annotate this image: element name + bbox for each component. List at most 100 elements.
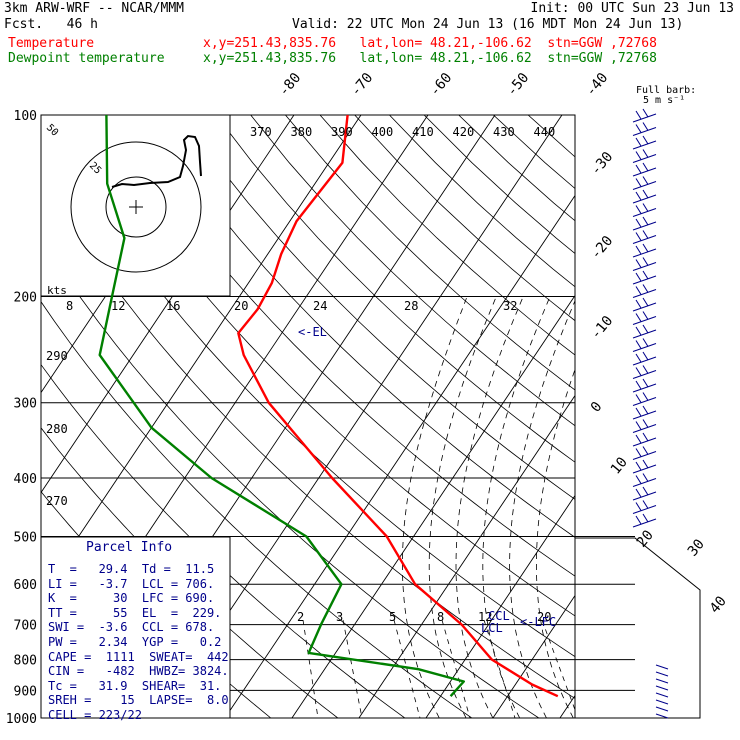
wind-barb-flag xyxy=(642,122,649,131)
wind-barb-flag xyxy=(635,218,642,228)
wind-barb-flag xyxy=(635,259,642,268)
wind-barb-flag xyxy=(635,137,642,147)
parcel-info-row: T = 29.4 Td = 11.5 xyxy=(48,562,215,576)
wind-barb-staff xyxy=(655,692,669,698)
wind-barb-flag xyxy=(635,191,642,201)
wind-barb-flag xyxy=(642,351,649,361)
wind-barb-flag xyxy=(635,326,642,336)
wind-barb-flag xyxy=(635,461,642,471)
temperature-location: x,y=251.43,835.76 lat,lon= 48.21,-106.62… xyxy=(203,36,657,51)
dry-adiabat xyxy=(215,115,575,463)
theta-label: 440 xyxy=(534,125,556,139)
wind-barb-flag xyxy=(635,421,642,430)
wind-barb-staff xyxy=(632,127,657,136)
parcel-info-frame xyxy=(40,536,231,719)
wind-barb-staff xyxy=(632,505,657,514)
wind-barb-flag xyxy=(642,446,649,455)
pressure-tick-label: 900 xyxy=(14,684,37,699)
lcl-marker: LCL xyxy=(481,621,503,635)
wind-barb-flag xyxy=(642,419,649,428)
theta-label: 420 xyxy=(453,125,475,139)
model-title: 3km ARW-WRF -- NCAR/MMM xyxy=(4,1,185,16)
dry-adiabat xyxy=(319,115,575,356)
mixing-ratio-line xyxy=(302,619,319,718)
theta-label: 370 xyxy=(250,125,272,139)
isotherm-label: 20 xyxy=(634,527,657,550)
profile-traces xyxy=(98,114,559,698)
theta-label: 380 xyxy=(291,125,313,139)
parcel-info-row: SWI = -3.6 CCL = 678. xyxy=(48,620,215,635)
wind-barb-flag xyxy=(635,502,642,511)
hodograph-trace xyxy=(111,134,202,188)
wind-barb-flag xyxy=(642,216,649,226)
wind-barb-flag xyxy=(635,299,642,309)
wind-barb-staff xyxy=(655,664,669,670)
wind-barb-flag xyxy=(642,176,649,185)
valid-time: Valid: 22 UTC Mon 24 Jun 13 (16 MDT Mon … xyxy=(292,17,684,32)
isotherm-line xyxy=(559,694,575,718)
parcel-info-row: K = 30 LFC = 690. xyxy=(48,591,215,606)
wind-barb-flag xyxy=(635,151,642,160)
dry-adiabat xyxy=(146,115,575,538)
pressure-tick-label: 300 xyxy=(14,397,37,412)
wind-barb-flag xyxy=(642,473,649,482)
wind-barb-flag xyxy=(642,378,649,388)
isotherm-line xyxy=(492,594,575,718)
wind-barb-flag xyxy=(635,448,642,457)
pressure-tick-label: 100 xyxy=(14,109,37,124)
wind-barb-staff xyxy=(655,706,669,712)
dry-adiabat xyxy=(41,174,575,699)
wind-barb-staff xyxy=(632,478,657,487)
wind-barb-staff xyxy=(632,464,657,474)
mixing-ratio-label: 8 xyxy=(437,610,444,624)
wind-barb-flag xyxy=(642,108,649,118)
wind-barb-flag xyxy=(642,257,649,266)
dry-adiabat xyxy=(42,115,575,658)
parcel-info-row: PW = 2.34 YGP = 0.2 xyxy=(48,635,222,649)
dry-adiabat xyxy=(285,115,575,391)
mixing-ratio-line xyxy=(393,619,421,718)
pressure-tick-label: 500 xyxy=(14,530,37,545)
theta-label: 400 xyxy=(372,125,394,139)
temperature-trace xyxy=(237,114,559,698)
isotherm-line xyxy=(224,194,575,718)
wind-barb-flag xyxy=(642,189,649,199)
wind-barb-flag xyxy=(635,475,642,484)
wind-barb-staff xyxy=(632,275,657,285)
moist-adiabat xyxy=(482,296,551,718)
wind-barb-staff xyxy=(632,410,657,420)
wind-barb-staff xyxy=(632,316,657,325)
wind-legend-line2: 5 m s⁻¹ xyxy=(643,95,686,106)
wind-barb-flag xyxy=(635,394,642,403)
wind-barb-staff xyxy=(632,248,657,258)
hodograph-speed-label: 12 xyxy=(111,299,125,313)
parcel-info-title: Parcel Info xyxy=(86,540,173,555)
wind-barb-flag xyxy=(635,164,642,174)
wind-barb-staff xyxy=(632,154,657,163)
wind-barb-staff xyxy=(632,302,657,312)
ccl-marker: CCL xyxy=(488,609,510,623)
wind-barb-flag xyxy=(635,515,642,525)
wind-barb-staff xyxy=(632,451,657,460)
wind-barb-staff xyxy=(632,329,657,339)
wind-barb-staff xyxy=(655,713,669,719)
hodograph-speed-label: 8 xyxy=(66,299,73,313)
temperature-legend: Temperature xyxy=(8,36,95,51)
pressure-tick-label: 200 xyxy=(14,291,37,306)
wind-barb-flag xyxy=(635,232,642,241)
wind-barb-flag xyxy=(635,434,642,444)
isotherm-label: -70 xyxy=(348,70,377,100)
theta-label: 410 xyxy=(412,125,434,139)
dry-adiabat xyxy=(41,301,473,718)
parcel-info-row: Tc = 31.9 SHEAR= 31. xyxy=(48,678,222,693)
wind-barb-flag xyxy=(635,286,642,295)
wind-barb-staff xyxy=(632,397,657,406)
wind-barb-staff xyxy=(632,262,657,271)
wind-barb-flag xyxy=(642,230,649,239)
isotherm-label: 30 xyxy=(685,536,708,559)
parcel-info-row: LI = -3.7 LCL = 706. xyxy=(48,576,215,591)
mixing-ratio-line xyxy=(541,619,575,711)
wind-barb-staff xyxy=(632,437,657,447)
